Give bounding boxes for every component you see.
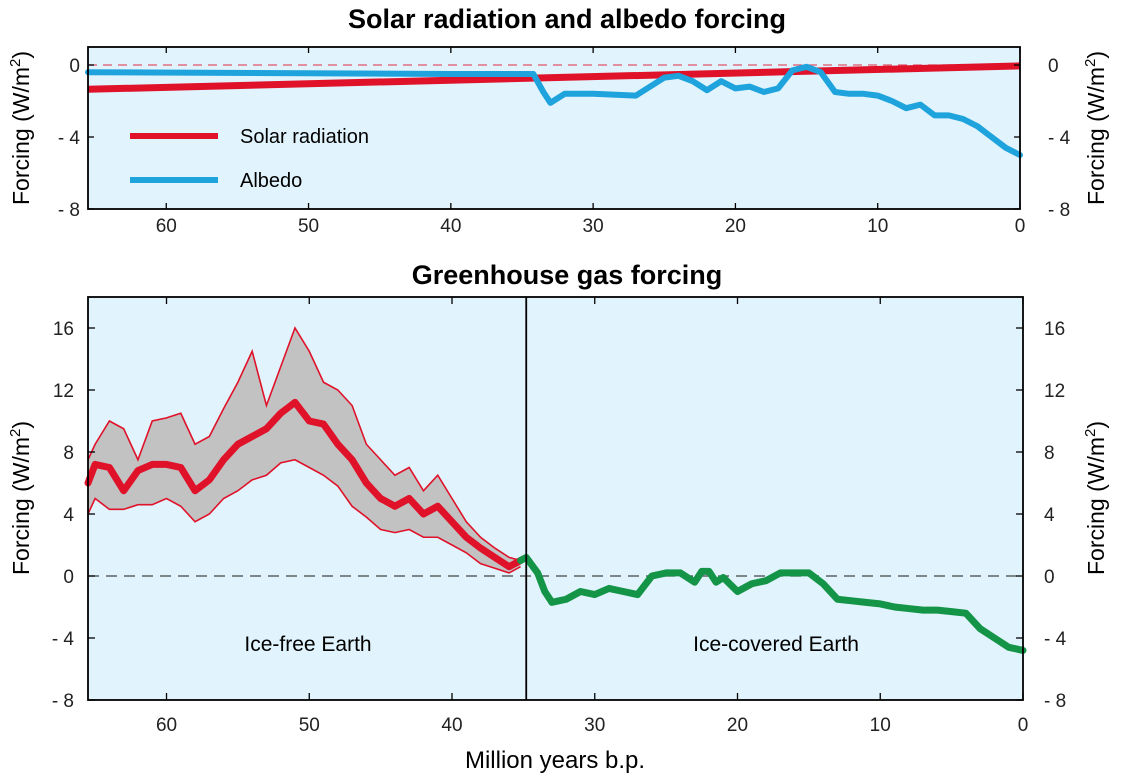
top-x-tick-label: 60 — [156, 216, 177, 237]
top-y-tick-label-right: - 4 — [1048, 128, 1071, 149]
top-x-tick-label: 0 — [1015, 216, 1026, 237]
ghg-uncertainty-band — [88, 328, 521, 573]
bottom-ylabel-right-sup: 2 — [1082, 429, 1099, 437]
bottom-y-tick-label-right: 0 — [1044, 567, 1055, 588]
bottom-y-tick-label-left: 12 — [53, 381, 74, 402]
top-chart-title: Solar radiation and albedo forcing — [348, 4, 786, 34]
bottom-y-tick-label-right: 8 — [1044, 443, 1055, 464]
bottom-y-tick-label-right: - 8 — [1044, 691, 1066, 712]
top-y-tick-label-left: - 8 — [58, 200, 80, 221]
bottom-x-tick-label: 50 — [299, 715, 320, 736]
bottom-chart-title: Greenhouse gas forcing — [412, 260, 723, 290]
bottom-y-axis-label-left: Forcing (W/m2) — [7, 421, 34, 575]
bottom-y-axis-label-right: Forcing (W/m2) — [1082, 421, 1109, 575]
top-ylabel-left-close: ) — [8, 51, 34, 59]
bottom-y-tick-label-left: 0 — [63, 567, 74, 588]
bottom-y-tick-label-right: 4 — [1044, 505, 1055, 526]
top-ylabel-left-sup: 2 — [7, 59, 24, 67]
top-y-tick-label-left: - 4 — [58, 128, 81, 149]
solar-radiation-line — [87, 62, 1021, 93]
bottom-x-tick-label: 40 — [441, 715, 462, 736]
bottom-y-tick-label-left: 16 — [53, 319, 74, 340]
ice-covered-annotation: Ice-covered Earth — [693, 633, 859, 656]
bottom-y-tick-label-left: - 8 — [52, 691, 74, 712]
bottom-ylabel-right-text: Forcing (W/m — [1083, 437, 1109, 575]
top-y-axis-label-left: Forcing (W/m2) — [7, 51, 34, 205]
bottom-x-tick-label: 0 — [1018, 715, 1029, 736]
albedo-line — [85, 63, 1023, 158]
top-x-tick-label: 30 — [583, 216, 604, 237]
legend-albedo-label: Albedo — [240, 170, 302, 192]
ghg-ice-free-line — [84, 398, 525, 571]
bottom-plot-background — [88, 297, 1023, 700]
top-axis-ticks: 60 50 40 30 20 10 0 0 0 - 4 - 4 - 8 - 8 — [58, 47, 1071, 237]
top-x-tick-label: 20 — [725, 216, 746, 237]
bottom-x-tick-label: 60 — [156, 715, 177, 736]
top-series-group — [85, 62, 1023, 158]
bottom-ylabel-left-sup: 2 — [7, 429, 24, 437]
bottom-series-group — [84, 326, 1027, 654]
top-y-axis-label-right: Forcing (W/m2) — [1082, 51, 1109, 205]
top-y-tick-label-right: 0 — [1048, 56, 1059, 77]
bottom-y-tick-label-left: 8 — [63, 443, 74, 464]
bottom-y-tick-label-left: 4 — [63, 505, 74, 526]
bottom-y-tick-label-right: - 4 — [1044, 629, 1067, 650]
top-ylabel-right-sup: 2 — [1082, 59, 1099, 67]
bottom-x-tick-label: 20 — [727, 715, 748, 736]
ghg-ice-covered-line — [517, 553, 1027, 654]
ghg-upper-bound-line — [87, 326, 521, 562]
bottom-ylabel-left-text: Forcing (W/m — [8, 437, 34, 575]
bottom-x-tick-label: 30 — [584, 715, 605, 736]
top-y-tick-label-left: 0 — [69, 56, 80, 77]
x-axis-label: Million years b.p. — [465, 747, 645, 774]
ice-free-annotation: Ice-free Earth — [244, 633, 371, 656]
top-ylabel-left-text: Forcing (W/m — [8, 67, 34, 205]
top-x-tick-label: 10 — [867, 216, 888, 237]
bottom-y-tick-label-right: 12 — [1044, 381, 1065, 402]
top-ylabel-right-text: Forcing (W/m — [1083, 67, 1109, 205]
top-x-tick-label: 40 — [440, 216, 461, 237]
top-panel: 60 50 40 30 20 10 0 0 0 - 4 - 4 - 8 - 8 Solar radiat… — [7, 46, 1109, 237]
bottom-ylabel-right-close: ) — [1083, 421, 1109, 429]
bottom-ylabel-left-close: ) — [8, 421, 34, 429]
bottom-plot-frame — [87, 296, 1024, 701]
bottom-y-tick-label-right: 16 — [1044, 319, 1065, 340]
top-ylabel-right-close: ) — [1083, 51, 1109, 59]
bottom-y-tick-label-left: - 4 — [52, 629, 75, 650]
legend-solar-label: Solar radiation — [240, 126, 369, 148]
top-x-tick-label: 50 — [298, 216, 319, 237]
top-y-tick-label-right: - 8 — [1048, 200, 1070, 221]
top-plot-frame — [87, 46, 1021, 210]
ghg-lower-bound-line — [87, 458, 521, 574]
bottom-x-tick-label: 10 — [870, 715, 891, 736]
